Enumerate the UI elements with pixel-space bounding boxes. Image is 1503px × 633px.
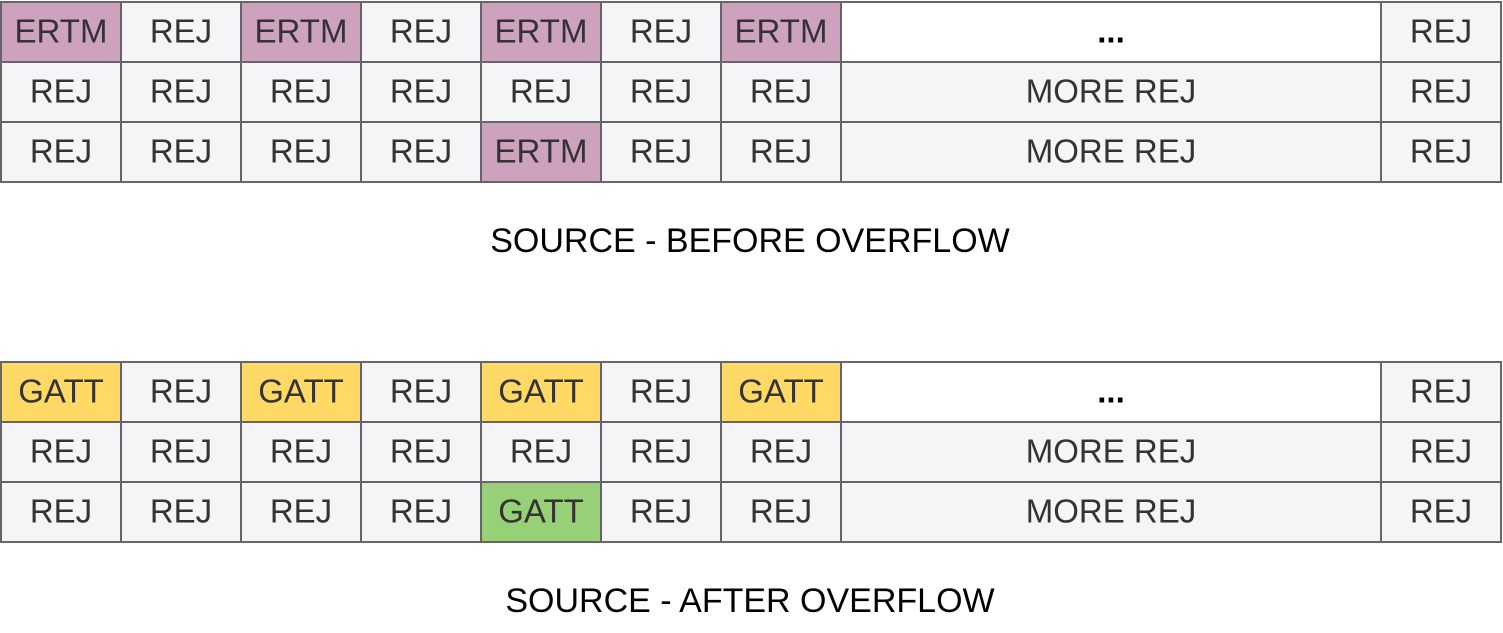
cell-label: REJ: [390, 373, 452, 410]
cell-label: REJ: [1410, 73, 1472, 110]
cell-label: REJ: [270, 73, 332, 110]
cell-label: REJ: [30, 493, 92, 530]
cell-label: ERTM: [495, 13, 588, 50]
cell-label: ERTM: [15, 13, 108, 50]
cell: [120, 481, 242, 543]
cell-label: REJ: [270, 493, 332, 530]
cell: [120, 1, 242, 63]
cell-label: REJ: [270, 433, 332, 470]
cell: [360, 421, 482, 483]
cell-label: REJ: [150, 433, 212, 470]
cell-label: ...: [1097, 13, 1125, 50]
cell-label: REJ: [390, 493, 452, 530]
cell: [1380, 121, 1502, 183]
cell-label: MORE REJ: [1026, 433, 1197, 470]
cell-label: REJ: [750, 493, 812, 530]
cell-label: REJ: [390, 433, 452, 470]
cell-label: REJ: [510, 433, 572, 470]
cell-label: REJ: [390, 13, 452, 50]
cell-label: REJ: [270, 133, 332, 170]
cell: [600, 481, 722, 543]
cell-label: ...: [1097, 373, 1125, 410]
cell: [0, 61, 122, 123]
cell: [0, 121, 122, 183]
cell-label: REJ: [630, 73, 692, 110]
cell-label: REJ: [630, 373, 692, 410]
cell: [0, 1, 122, 63]
cell-label: MORE REJ: [1026, 493, 1197, 530]
cell: [840, 61, 1382, 123]
cell: [240, 481, 362, 543]
cell: [120, 121, 242, 183]
cell-label: REJ: [750, 433, 812, 470]
cell: [1380, 481, 1502, 543]
cell-label: REJ: [390, 73, 452, 110]
cell-label: REJ: [630, 13, 692, 50]
cell-label: REJ: [630, 133, 692, 170]
cell-label: REJ: [390, 133, 452, 170]
cell: [120, 361, 242, 423]
cell: [480, 121, 602, 183]
cell: [1380, 61, 1502, 123]
cell-label: REJ: [1410, 133, 1472, 170]
cell: [240, 121, 362, 183]
cell-label: REJ: [150, 373, 212, 410]
cell: [360, 361, 482, 423]
cell: [480, 481, 602, 543]
cell-label: REJ: [30, 433, 92, 470]
cell-label: REJ: [150, 133, 212, 170]
cell-label: GATT: [498, 493, 584, 530]
cell: [600, 421, 722, 483]
cell-label: REJ: [150, 13, 212, 50]
cell-label: REJ: [1410, 433, 1472, 470]
cell-label: REJ: [510, 73, 572, 110]
cell-label: ERTM: [495, 133, 588, 170]
cell-label: REJ: [1410, 493, 1472, 530]
cell-label: REJ: [750, 133, 812, 170]
cell: [840, 481, 1382, 543]
cell: [720, 121, 842, 183]
cell-label: GATT: [498, 373, 584, 410]
cell-label: GATT: [738, 373, 824, 410]
cell-label: MORE REJ: [1026, 73, 1197, 110]
cell-label: REJ: [150, 493, 212, 530]
cell-label: REJ: [630, 433, 692, 470]
caption: SOURCE - BEFORE OVERFLOW: [490, 222, 1010, 260]
cell-label: GATT: [18, 373, 104, 410]
cell: [840, 1, 1382, 63]
cell: [480, 61, 602, 123]
cell-label: GATT: [258, 373, 344, 410]
cell: [1380, 421, 1502, 483]
cell: [0, 421, 122, 483]
cell: [720, 61, 842, 123]
cell: [360, 121, 482, 183]
cell-label: ERTM: [255, 13, 348, 50]
caption: SOURCE - AFTER OVERFLOW: [505, 582, 994, 620]
cell-label: REJ: [1410, 373, 1472, 410]
cell-label: REJ: [30, 73, 92, 110]
cell-label: REJ: [150, 73, 212, 110]
cell: [0, 361, 122, 423]
cell: [1380, 361, 1502, 423]
cell-label: ERTM: [735, 13, 828, 50]
cell: [0, 481, 122, 543]
cell-label: MORE REJ: [1026, 133, 1197, 170]
cell: [360, 481, 482, 543]
cell-label: REJ: [30, 133, 92, 170]
cell: [240, 61, 362, 123]
cell-label: REJ: [630, 493, 692, 530]
cell: [600, 1, 722, 63]
cell-label: REJ: [750, 73, 812, 110]
cell-label: REJ: [1410, 13, 1472, 50]
